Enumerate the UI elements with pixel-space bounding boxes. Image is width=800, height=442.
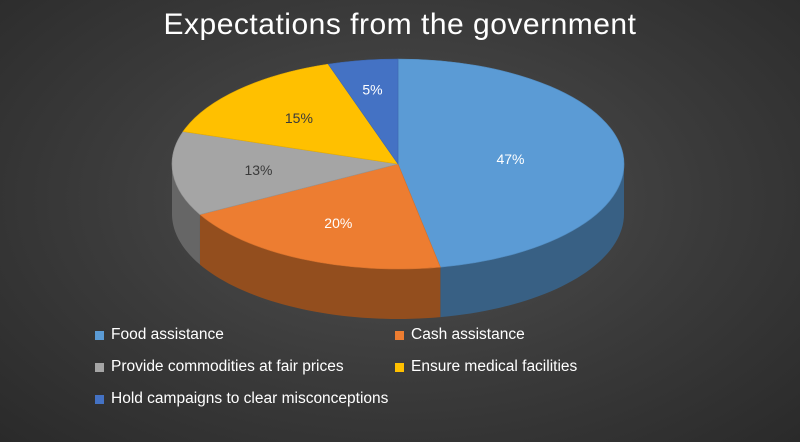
legend-item-cash-assistance: Cash assistance: [395, 326, 525, 344]
legend-label: Provide commodities at fair prices: [111, 358, 344, 375]
legend-label: Cash assistance: [411, 326, 525, 343]
legend-swatch: [95, 394, 104, 404]
pie-slice-ensure-medical-facilities: [182, 63, 399, 165]
legend-swatch: [95, 330, 104, 340]
legend-swatch: [395, 362, 404, 372]
legend-label: Hold campaigns to clear misconceptions: [111, 390, 389, 407]
legend-item-provide-commodities-at-fair-prices: Provide commodities at fair prices: [95, 358, 344, 376]
pie-side-provide-commodities-at-fair-prices: [172, 164, 200, 265]
pie-side-food-assistance: [440, 164, 624, 318]
legend-swatch: [95, 362, 104, 372]
legend-item-hold-campaigns-to-clear-misconceptions: Hold campaigns to clear misconceptions: [95, 390, 388, 408]
legend-label: Ensure medical facilities: [411, 358, 578, 375]
legend-item-ensure-medical-facilities: Ensure medical facilities: [395, 358, 577, 376]
data-label-food-assistance: 47%: [496, 151, 524, 167]
legend-label: Food assistance: [111, 326, 224, 343]
data-label-ensure-medical-facilities: 15%: [285, 110, 313, 126]
chart-title: Expectations from the government: [163, 8, 637, 41]
data-label-provide-commodities-at-fair-prices: 13%: [244, 162, 272, 178]
pie-slice-cash-assistance: [199, 163, 441, 270]
legend-item-food-assistance: Food assistance: [95, 326, 224, 344]
pie-slice-food-assistance: [397, 58, 625, 268]
legend-swatch: [395, 330, 404, 340]
pie-slice-provide-commodities-at-fair-prices: [171, 131, 399, 215]
pie-slice-hold-campaigns-to-clear-misconceptions: [327, 58, 399, 165]
data-label-hold-campaigns-to-clear-misconceptions: 5%: [362, 81, 382, 97]
pie-side-cash-assistance: [199, 214, 441, 319]
data-label-cash-assistance: 20%: [324, 215, 352, 231]
